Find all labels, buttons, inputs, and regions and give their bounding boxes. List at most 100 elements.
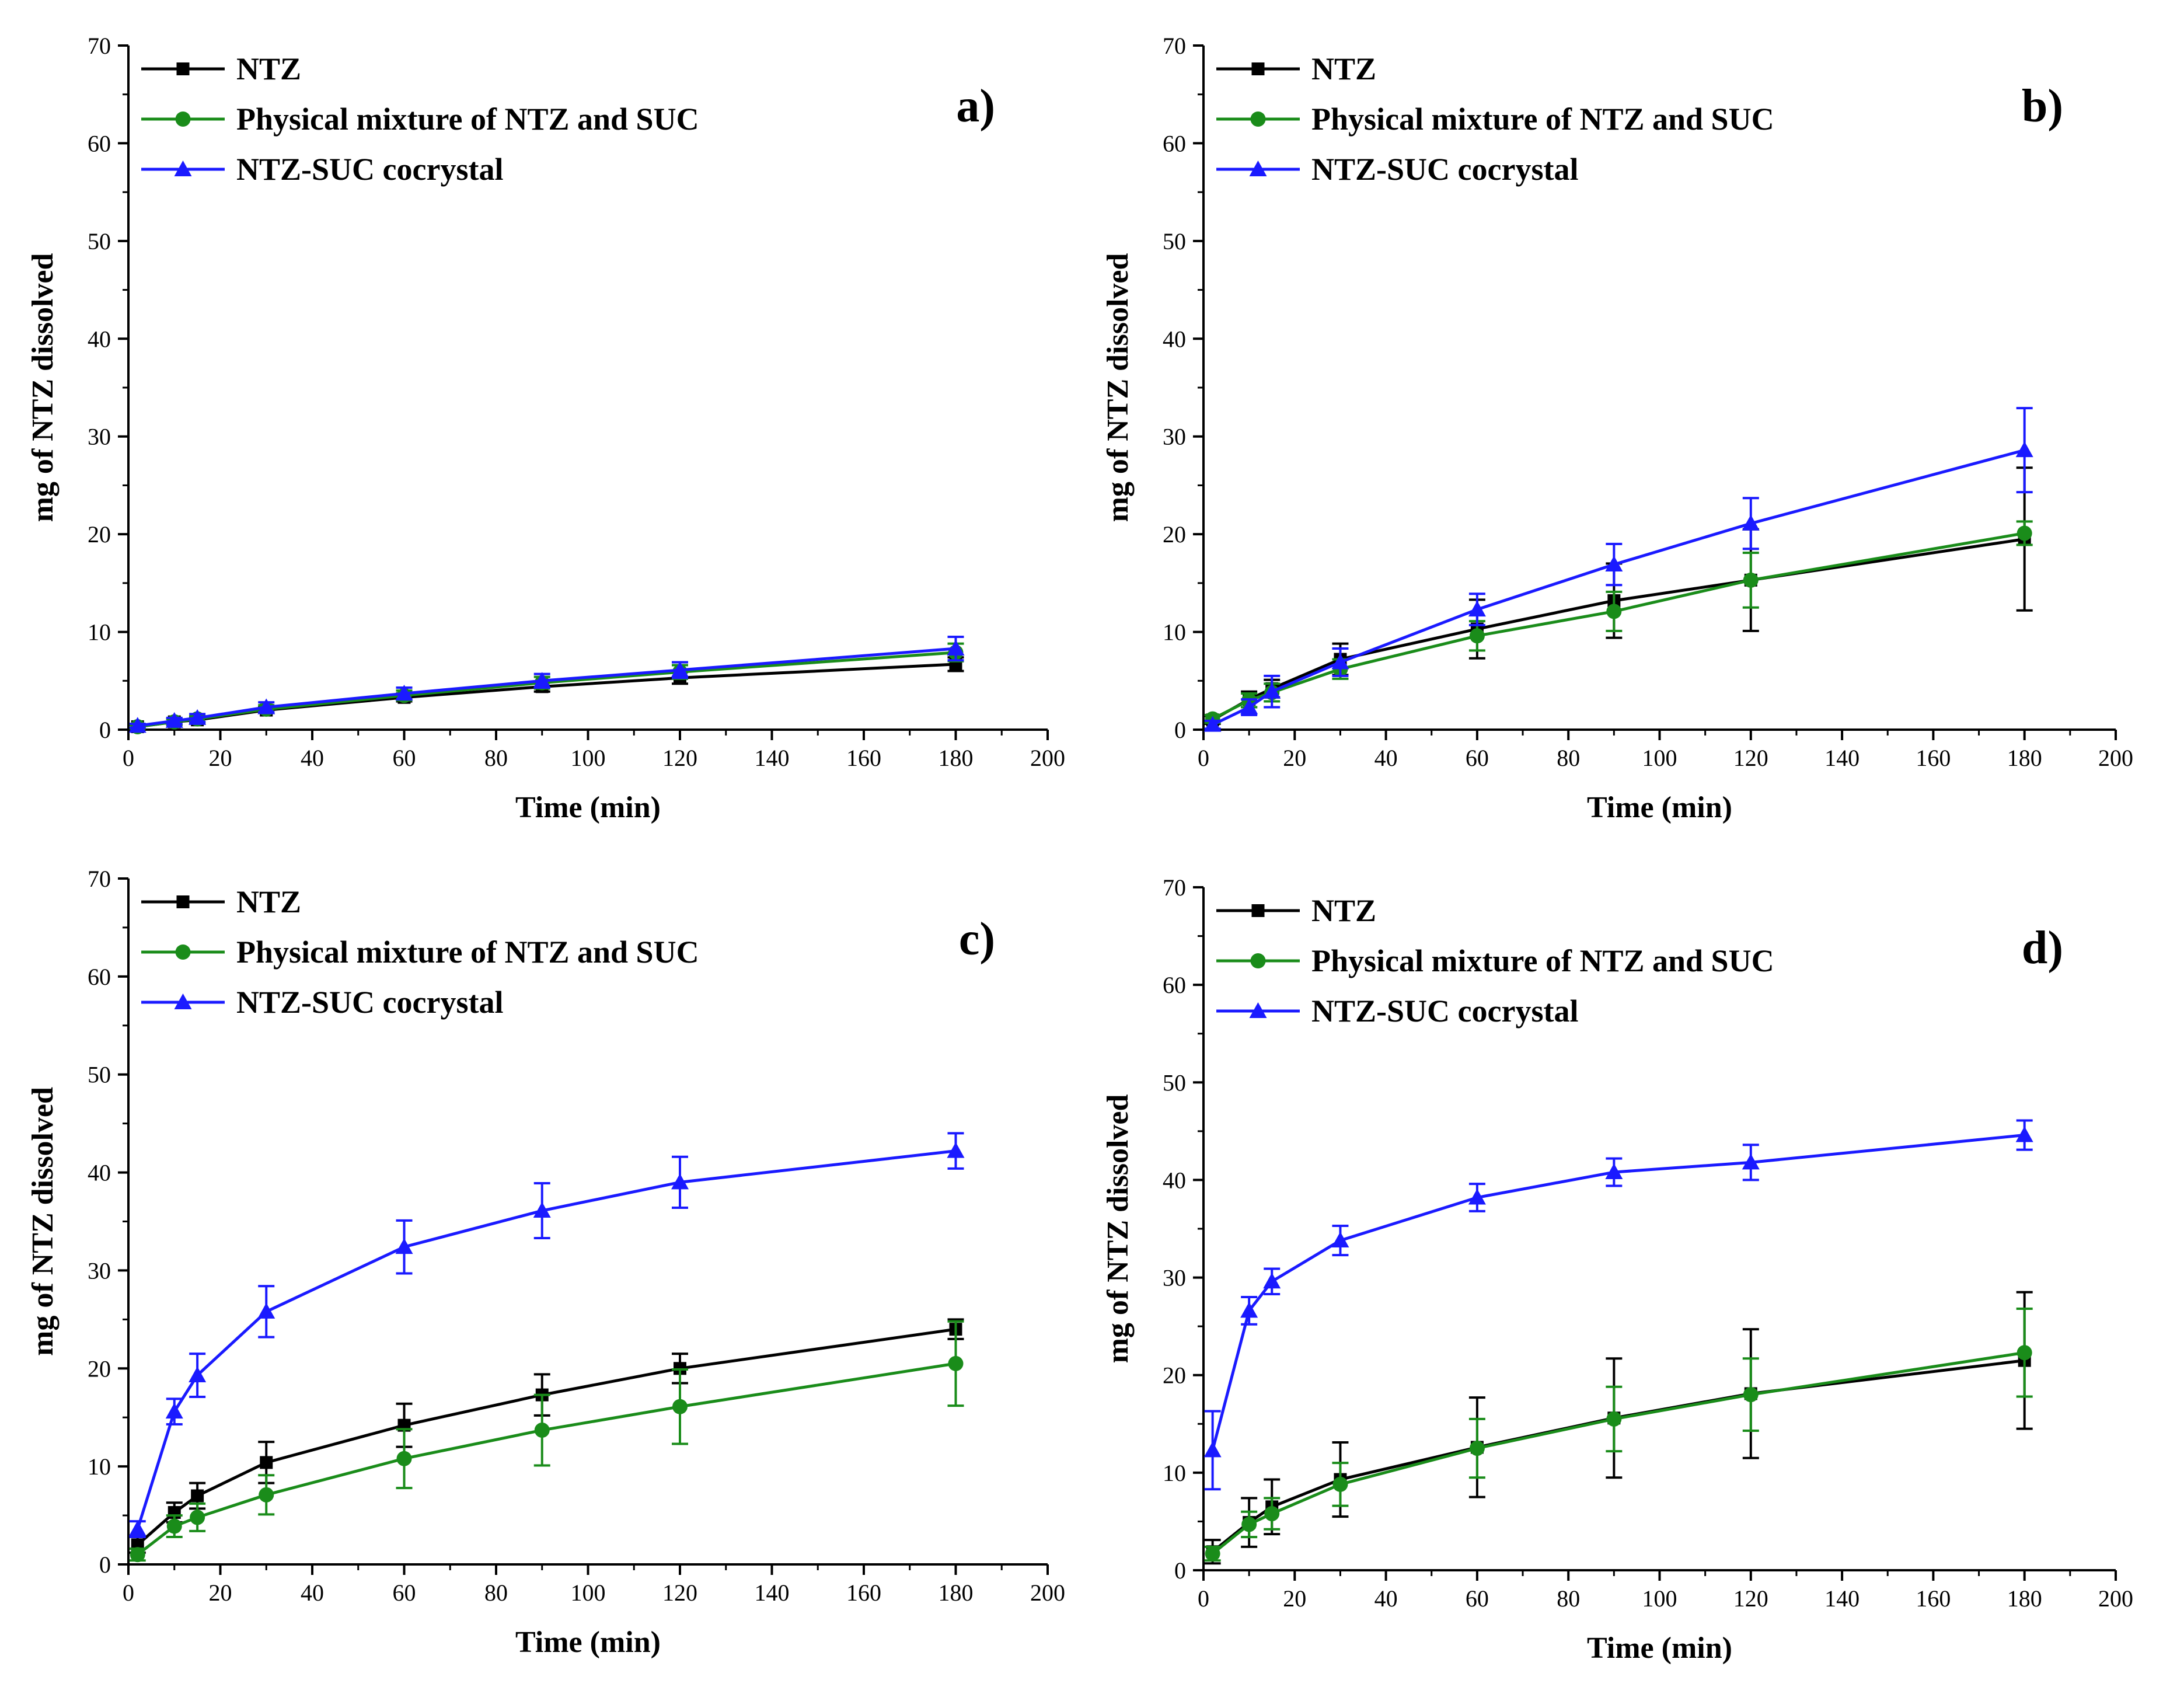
panel-label: c) bbox=[959, 914, 995, 965]
x-tick-label: 180 bbox=[2007, 745, 2042, 771]
data-point bbox=[1331, 653, 1349, 670]
y-tick-label: 50 bbox=[88, 1062, 111, 1088]
data-point bbox=[257, 1302, 275, 1319]
data-point bbox=[1742, 1153, 1760, 1170]
data-point bbox=[1240, 698, 1258, 714]
panel-label: b) bbox=[2022, 81, 2063, 132]
x-axis-title: Time (min) bbox=[1587, 791, 1732, 824]
x-tick-label: 140 bbox=[1824, 745, 1859, 771]
legend-label: Physical mixture of NTZ and SUC bbox=[1311, 943, 1774, 978]
legend-label: NTZ-SUC cocrystal bbox=[1311, 152, 1578, 187]
data-point bbox=[671, 1173, 689, 1190]
legend-marker bbox=[174, 161, 192, 176]
data-point bbox=[1263, 1273, 1281, 1289]
chart-panel-b: 0 20 40 60 80 100 120 140 160 180 200 0 10 20 30 40 50 60… bbox=[1101, 33, 2133, 824]
y-tick-label: 20 bbox=[1163, 1362, 1186, 1389]
series-line bbox=[136, 1149, 956, 1530]
data-point bbox=[257, 698, 275, 714]
legend-marker bbox=[1251, 904, 1265, 917]
legend-marker bbox=[1250, 953, 1266, 968]
x-tick-label: 20 bbox=[1283, 745, 1306, 771]
series-square bbox=[1204, 466, 2033, 727]
data-point bbox=[395, 1238, 413, 1254]
x-tick-label: 40 bbox=[1374, 745, 1398, 771]
y-axis-title: mg of NTZ dissolved bbox=[1101, 253, 1135, 522]
x-tick-label: 160 bbox=[846, 1580, 881, 1606]
legend-label: Physical mixture of NTZ and SUC bbox=[236, 935, 699, 970]
series-line bbox=[1212, 1351, 2025, 1555]
data-point bbox=[1332, 1476, 1348, 1492]
data-point bbox=[1469, 1441, 1485, 1456]
legend: NTZ Physical mixture of NTZ and SUC NTZ-SU… bbox=[141, 51, 699, 187]
data-point bbox=[2015, 1126, 2033, 1142]
y-tick-label: 40 bbox=[1163, 326, 1186, 352]
legend-marker bbox=[1249, 1002, 1267, 1018]
y-tick-label: 10 bbox=[1163, 619, 1186, 646]
legend-marker bbox=[1251, 62, 1265, 75]
x-tick-label: 180 bbox=[2007, 1585, 2042, 1612]
legend-marker bbox=[175, 111, 191, 127]
y-tick-label: 20 bbox=[1163, 521, 1186, 548]
x-tick-label: 120 bbox=[662, 1580, 697, 1606]
y-tick-label: 70 bbox=[88, 866, 111, 892]
series-line bbox=[1211, 1134, 2025, 1451]
x-axis-title: Time (min) bbox=[1587, 1632, 1732, 1665]
x-tick-label: 120 bbox=[1733, 1585, 1768, 1612]
y-tick-label: 0 bbox=[99, 717, 111, 743]
x-tick-label: 80 bbox=[484, 1580, 508, 1606]
x-tick-label: 0 bbox=[123, 745, 134, 771]
x-tick-label: 160 bbox=[1916, 1585, 1951, 1612]
x-tick-label: 80 bbox=[1557, 745, 1580, 771]
y-tick-label: 30 bbox=[88, 1257, 111, 1284]
y-tick-label: 60 bbox=[1163, 972, 1186, 998]
x-tick-label: 40 bbox=[301, 1580, 324, 1606]
y-tick-label: 20 bbox=[88, 1355, 111, 1382]
x-tick-label: 0 bbox=[1198, 745, 1209, 771]
y-tick-label: 60 bbox=[88, 130, 111, 156]
data-point bbox=[1263, 682, 1281, 699]
data-point bbox=[189, 1367, 207, 1383]
x-tick-label: 20 bbox=[1283, 1585, 1306, 1612]
x-tick-label: 200 bbox=[2098, 745, 2133, 771]
data-point bbox=[395, 685, 413, 701]
x-tick-label: 60 bbox=[393, 745, 416, 771]
data-point bbox=[1469, 628, 1485, 644]
x-tick-label: 60 bbox=[1466, 1585, 1489, 1612]
x-tick-label: 60 bbox=[1466, 745, 1489, 771]
data-point bbox=[1605, 556, 1623, 572]
x-tick-label: 100 bbox=[1642, 1585, 1677, 1612]
data-point bbox=[1203, 1441, 1222, 1458]
data-point bbox=[1241, 1517, 1257, 1532]
y-tick-label: 20 bbox=[88, 521, 111, 548]
series-line bbox=[137, 1327, 956, 1546]
y-tick-label: 50 bbox=[1163, 1069, 1186, 1096]
x-tick-label: 160 bbox=[1916, 745, 1951, 771]
x-tick-label: 60 bbox=[393, 1580, 416, 1606]
x-tick-label: 20 bbox=[209, 1580, 232, 1606]
x-tick-label: 0 bbox=[123, 1580, 134, 1606]
data-point bbox=[671, 661, 689, 677]
data-point bbox=[947, 640, 965, 656]
x-tick-label: 120 bbox=[1733, 745, 1768, 771]
series-circle bbox=[1204, 1308, 2033, 1562]
series-circle bbox=[1204, 520, 2033, 727]
legend-label: Physical mixture of NTZ and SUC bbox=[236, 102, 699, 137]
series-line bbox=[1212, 448, 2025, 726]
x-tick-label: 200 bbox=[2098, 1585, 2133, 1612]
legend-marker bbox=[175, 944, 191, 960]
data-point bbox=[534, 1423, 550, 1438]
data-point bbox=[1331, 1232, 1349, 1248]
x-axis-title: Time (min) bbox=[515, 1626, 661, 1659]
series-circle bbox=[129, 1320, 964, 1563]
y-tick-label: 30 bbox=[1163, 424, 1186, 450]
x-tick-label: 200 bbox=[1030, 1580, 1065, 1606]
y-tick-label: 40 bbox=[1163, 1167, 1186, 1193]
y-tick-label: 60 bbox=[88, 964, 111, 990]
x-tick-label: 160 bbox=[846, 745, 881, 771]
data-point bbox=[1742, 514, 1760, 531]
data-point bbox=[1606, 604, 1622, 619]
series-triangle bbox=[128, 1132, 965, 1538]
data-point bbox=[190, 1510, 205, 1525]
x-tick-label: 40 bbox=[1374, 1585, 1398, 1612]
